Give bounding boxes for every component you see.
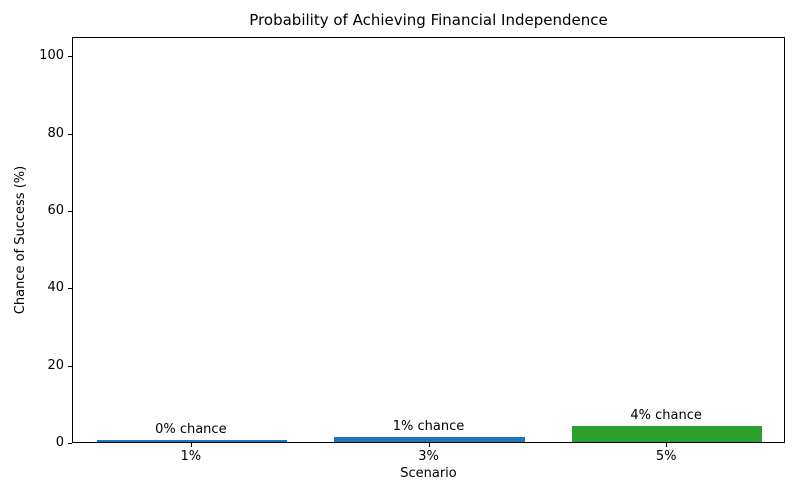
bar-value-label: 0% chance — [155, 422, 227, 437]
x-tick-label: 3% — [418, 449, 439, 464]
y-tick-mark — [68, 443, 72, 444]
y-tick-label: 0 — [55, 435, 64, 450]
y-tick-mark — [68, 366, 72, 367]
y-tick-label: 20 — [47, 357, 64, 373]
bar-value-label: 1% chance — [392, 418, 465, 434]
x-axis-label: Scenario — [400, 466, 457, 481]
y-tick-mark — [68, 56, 72, 57]
y-tick-label: 80 — [47, 125, 64, 141]
bar-value-label: 4% chance — [630, 407, 702, 423]
y-tick-mark — [68, 134, 72, 135]
y-tick-label: 60 — [47, 203, 64, 218]
y-tick-label: 40 — [47, 280, 64, 296]
x-tick-label: 5% — [655, 449, 677, 464]
y-tick-label: 100 — [39, 48, 64, 64]
bar — [96, 440, 287, 442]
bar — [334, 436, 525, 442]
plot-area — [72, 37, 785, 443]
x-tick-mark — [191, 443, 192, 447]
chart-title: Probability of Achieving Financial Indep… — [249, 11, 608, 29]
bar — [572, 425, 763, 442]
y-tick-mark — [68, 288, 72, 289]
x-tick-mark — [429, 443, 430, 447]
y-tick-mark — [68, 211, 72, 212]
x-tick-label: 1% — [180, 449, 202, 464]
x-tick-mark — [666, 443, 667, 447]
